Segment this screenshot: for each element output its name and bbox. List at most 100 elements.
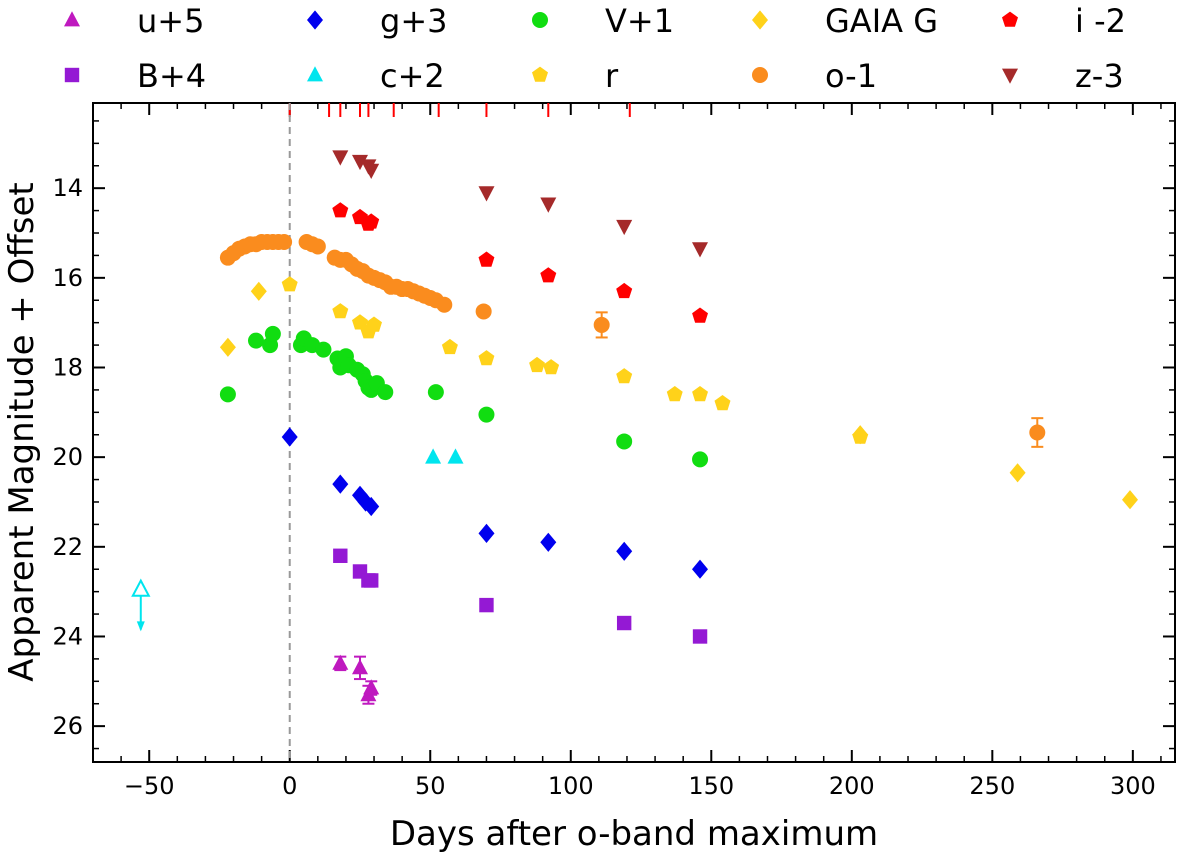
- point-g-3: [478, 523, 495, 543]
- point-v-1: [248, 332, 265, 349]
- point-g-3: [540, 532, 557, 552]
- point-b-4: [479, 597, 494, 613]
- point-i-2: [692, 307, 708, 323]
- data-marks: [131, 150, 1138, 705]
- x-tick-label: −50: [124, 772, 175, 800]
- legend: u+5 g+3 V+1 GAIA G i -2 B+4 c+2 r o-1 z-3: [64, 2, 1126, 95]
- legend-entry: z-3: [1002, 57, 1124, 95]
- legend-label: g+3: [380, 2, 447, 40]
- point-g-3: [332, 474, 349, 494]
- point-v-1: [315, 341, 332, 358]
- point-r: [543, 359, 560, 375]
- point-z-3: [352, 154, 368, 171]
- point-r: [666, 386, 683, 402]
- point-u-5: [332, 654, 349, 670]
- legend-marker: [532, 12, 548, 28]
- legend-marker: [64, 11, 80, 27]
- point-g-3: [363, 496, 380, 517]
- point-b-4: [364, 573, 379, 588]
- point-o-1: [276, 233, 293, 250]
- point-c-2: [425, 448, 442, 464]
- point-b-4: [692, 629, 708, 644]
- legend-entry: GAIA G: [752, 2, 938, 40]
- point-z-3: [692, 242, 708, 258]
- spectra-epoch-marks: [288, 103, 631, 117]
- y-tick-label: 20: [52, 443, 83, 471]
- point-c-2: [447, 448, 464, 464]
- point-o-1: [1029, 424, 1046, 441]
- legend-marker: [307, 10, 323, 30]
- point-r: [281, 276, 298, 292]
- point-r: [616, 368, 633, 384]
- legend-label: z-3: [1075, 57, 1124, 95]
- legend-entry: i -2: [1002, 2, 1126, 40]
- legend-label: GAIA G: [825, 2, 938, 40]
- point-z-3: [332, 150, 349, 166]
- legend-entry: g+3: [307, 2, 447, 40]
- upper-limit-triangle: [131, 578, 151, 597]
- legend-entry: B+4: [64, 57, 206, 95]
- axis-ticks: −50 0 50 100 150 200 250 300 14 16 18 20 22 24 26: [52, 103, 1175, 800]
- point-o-1: [436, 296, 453, 313]
- legend-entry: o-1: [752, 57, 877, 95]
- point-r: [852, 428, 869, 444]
- x-tick-label: 150: [688, 772, 734, 800]
- point-o-1: [475, 303, 492, 320]
- point-r: [692, 386, 708, 402]
- legend-marker: [1002, 11, 1018, 27]
- point-b-4: [616, 615, 632, 631]
- legend-entry: u+5: [64, 2, 204, 40]
- point-z-3: [478, 186, 495, 202]
- point-i-2: [478, 251, 495, 267]
- point-v-1: [377, 384, 394, 401]
- point-v-1: [264, 325, 281, 342]
- point-gaia-g: [250, 281, 267, 301]
- point-i-2: [332, 202, 349, 218]
- point-r: [366, 316, 382, 332]
- point-v-1: [219, 386, 236, 403]
- legend-label: B+4: [137, 57, 206, 95]
- y-tick-label: 16: [52, 264, 83, 292]
- point-o-1: [309, 238, 326, 255]
- point-v-1: [427, 384, 444, 401]
- plot-frame: [92, 102, 1176, 763]
- legend-marker: [752, 67, 768, 83]
- point-r: [441, 338, 458, 355]
- y-axis-label: Apparent Magnitude + Offset: [2, 182, 42, 681]
- legend-marker: [307, 66, 323, 82]
- legend-marker: [64, 67, 80, 83]
- point-u-5: [352, 659, 368, 675]
- y-tick-label: 22: [52, 533, 83, 561]
- legend-label: V+1: [605, 2, 674, 40]
- legend-marker: [1002, 68, 1018, 84]
- legend-label: c+2: [380, 57, 445, 95]
- upper-limit-arrow-head: [136, 621, 145, 632]
- x-tick-label: 200: [829, 772, 875, 800]
- point-r: [714, 395, 731, 411]
- point-gaia-g: [1009, 463, 1026, 483]
- point-i-2: [616, 282, 633, 299]
- point-r: [478, 350, 495, 366]
- x-tick-label: 250: [969, 772, 1015, 800]
- point-gaia-g: [1122, 490, 1138, 510]
- point-v-1: [616, 433, 633, 450]
- x-tick-label: 100: [548, 772, 594, 800]
- legend-marker: [532, 66, 548, 82]
- legend-entry: r: [532, 57, 619, 95]
- legend-entry: V+1: [532, 2, 674, 40]
- point-z-3: [363, 163, 380, 179]
- x-axis-label: Days after o-band maximum: [390, 814, 878, 854]
- point-z-3: [540, 197, 557, 213]
- point-o-1: [593, 316, 610, 333]
- point-v-1: [478, 406, 495, 423]
- y-tick-label: 24: [52, 622, 83, 650]
- legend-label: o-1: [825, 57, 877, 95]
- point-i-2: [540, 267, 557, 283]
- point-g-3: [616, 541, 633, 561]
- legend-entry: c+2: [307, 57, 445, 95]
- legend-label: r: [605, 57, 619, 95]
- y-tick-label: 26: [52, 712, 83, 740]
- point-r: [529, 356, 545, 373]
- point-g-3: [352, 485, 368, 505]
